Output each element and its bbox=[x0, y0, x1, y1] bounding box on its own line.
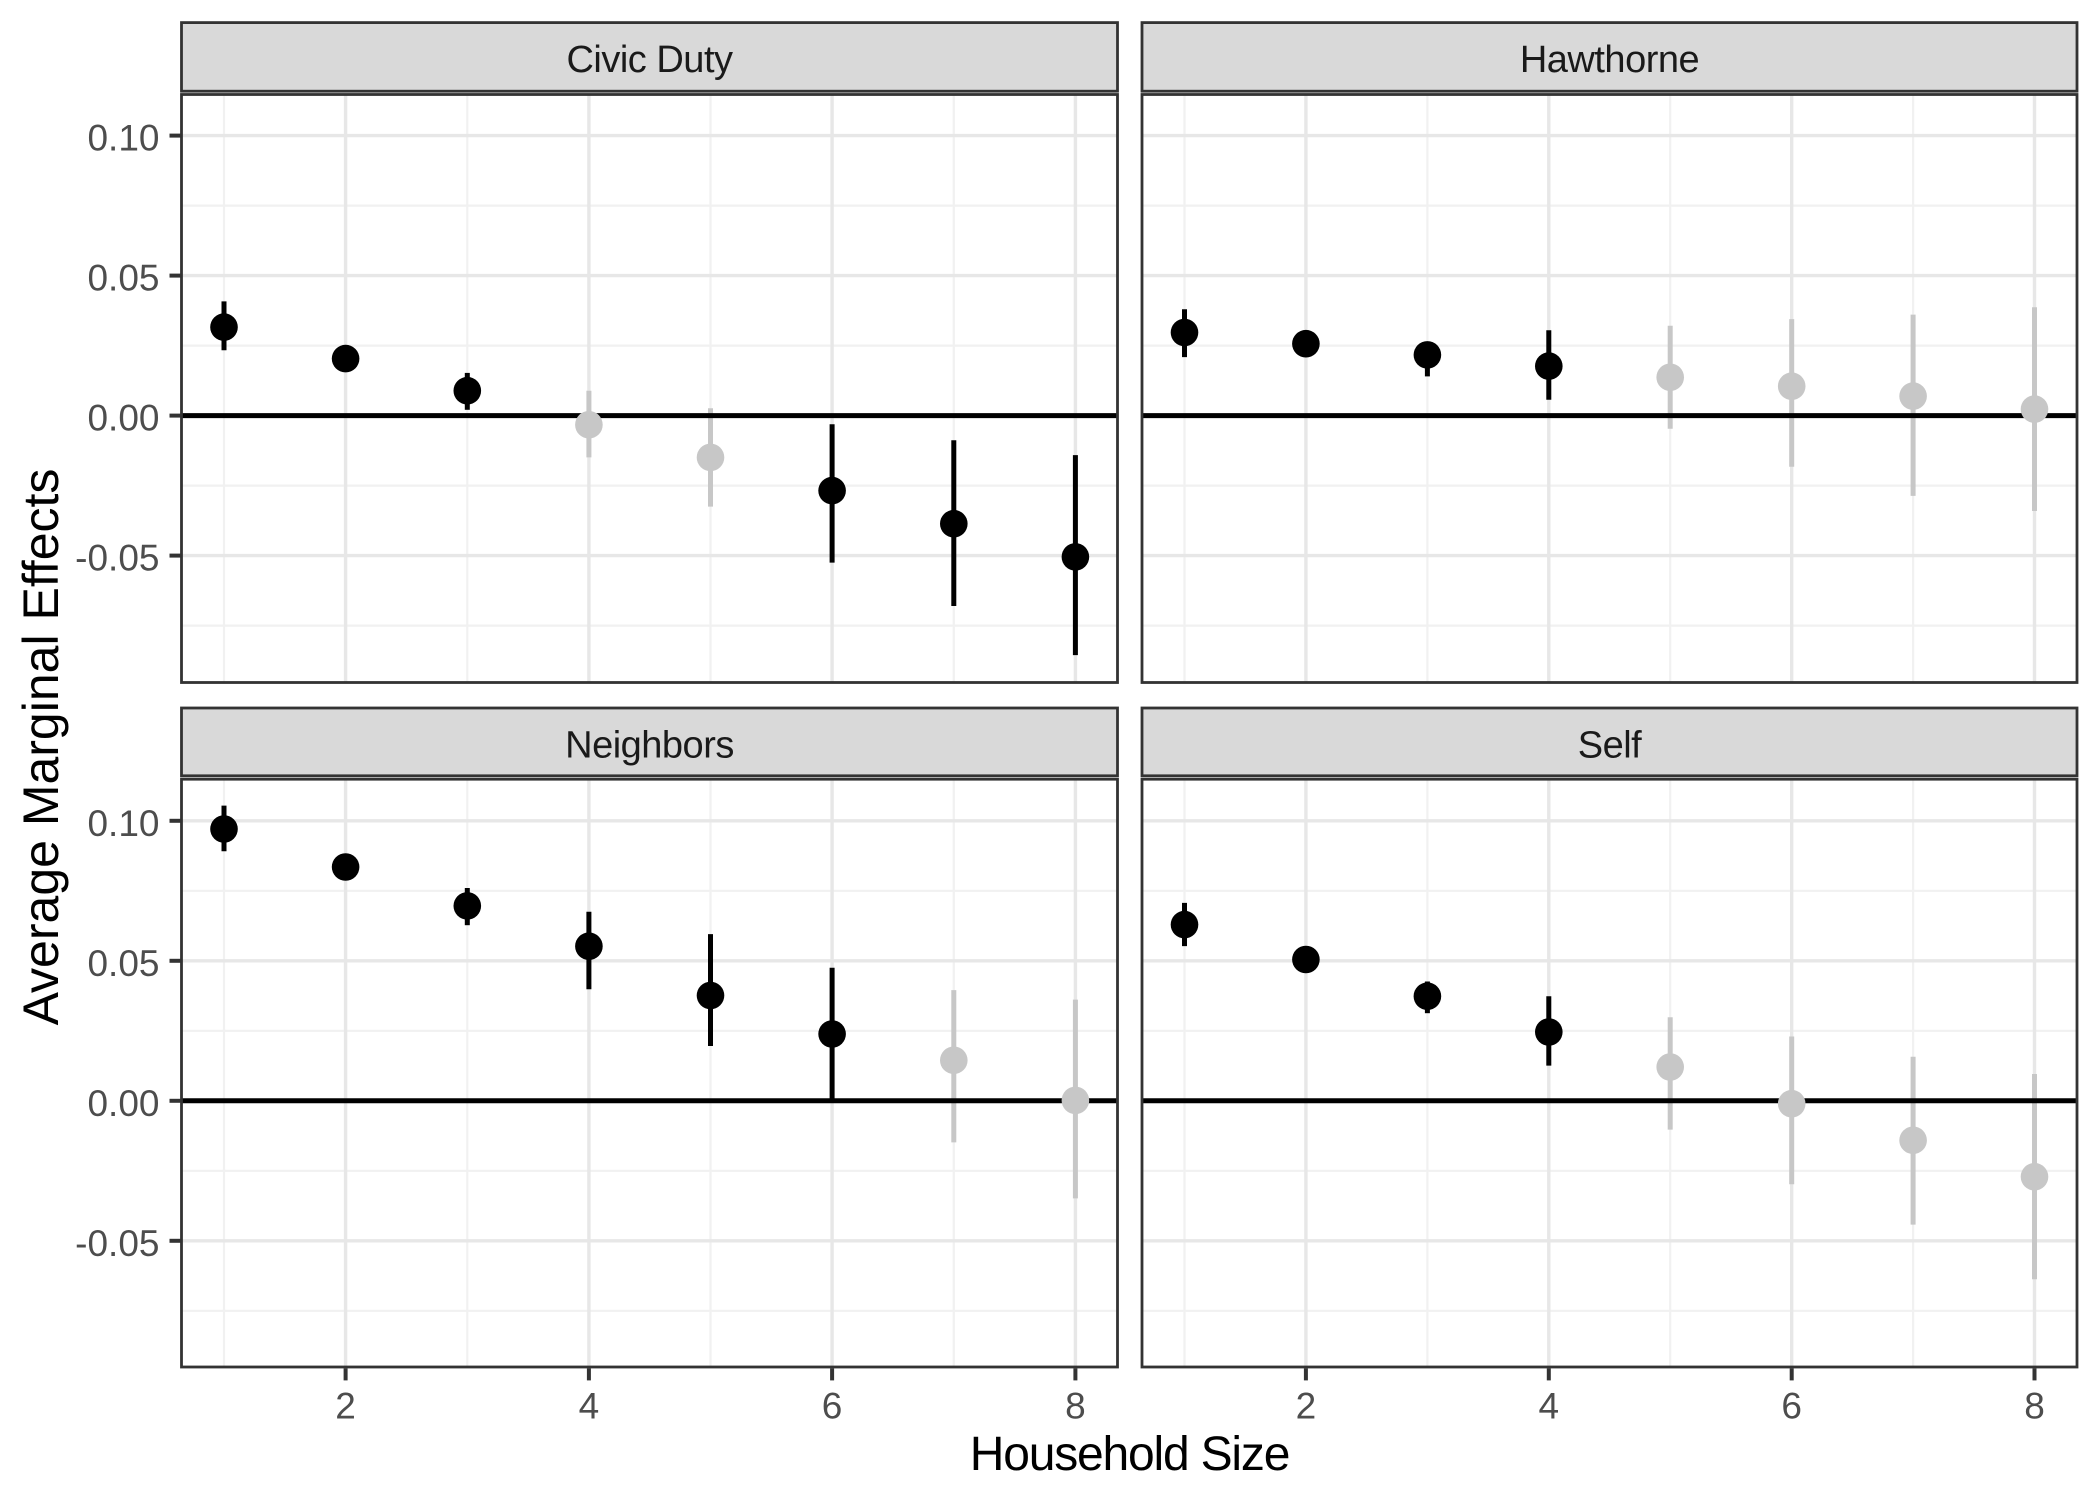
svg-text:0.10: 0.10 bbox=[87, 118, 159, 159]
svg-text:0.10: 0.10 bbox=[87, 803, 159, 844]
svg-text:4: 4 bbox=[579, 1385, 600, 1426]
svg-text:Self: Self bbox=[1578, 724, 1642, 766]
svg-text:Hawthorne: Hawthorne bbox=[1520, 39, 1699, 81]
svg-text:Neighbors: Neighbors bbox=[565, 724, 734, 766]
svg-text:Civic Duty: Civic Duty bbox=[566, 39, 733, 81]
svg-text:0.00: 0.00 bbox=[87, 1083, 159, 1124]
svg-text:6: 6 bbox=[822, 1385, 843, 1426]
svg-text:8: 8 bbox=[2024, 1385, 2045, 1426]
svg-text:2: 2 bbox=[1296, 1385, 1317, 1426]
svg-text:0.00: 0.00 bbox=[87, 398, 159, 439]
svg-text:2: 2 bbox=[335, 1385, 356, 1426]
svg-text:0.05: 0.05 bbox=[87, 258, 159, 299]
svg-text:Average Marginal Effects: Average Marginal Effects bbox=[13, 469, 69, 1026]
svg-text:-0.05: -0.05 bbox=[75, 538, 159, 579]
svg-text:6: 6 bbox=[1781, 1385, 1802, 1426]
svg-text:4: 4 bbox=[1539, 1385, 1560, 1426]
svg-text:-0.05: -0.05 bbox=[75, 1223, 159, 1264]
svg-text:8: 8 bbox=[1065, 1385, 1086, 1426]
svg-text:Household Size: Household Size bbox=[970, 1428, 1289, 1481]
svg-text:0.05: 0.05 bbox=[87, 943, 159, 984]
